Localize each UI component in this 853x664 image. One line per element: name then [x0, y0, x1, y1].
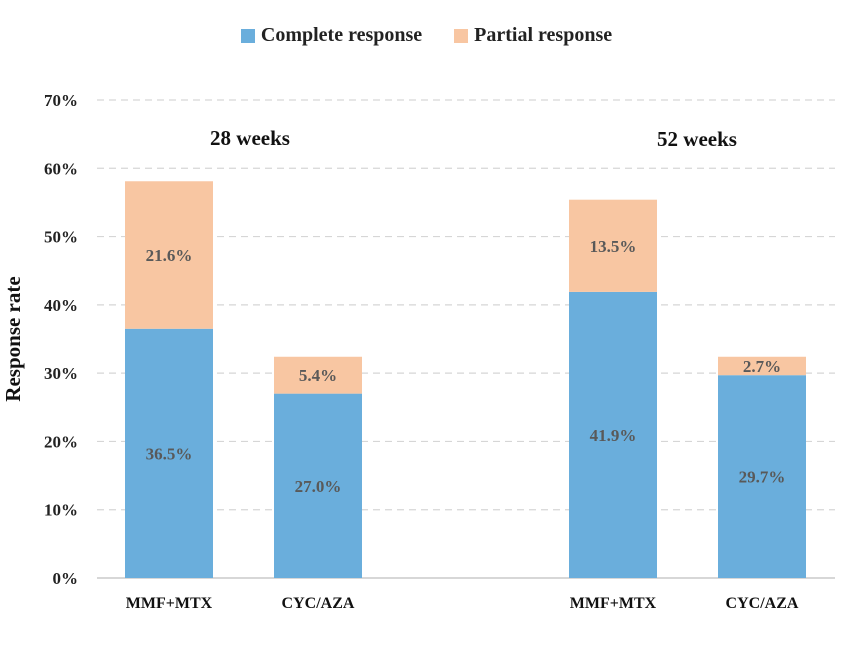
x-tick-label: CYC/AZA [726, 595, 799, 612]
data-label: 13.5% [590, 237, 637, 256]
legend-swatch-partial [454, 28, 469, 43]
bar-complete-response [718, 375, 806, 578]
y-tick-label: 50% [44, 228, 78, 247]
y-tick-label: 10% [44, 501, 78, 520]
y-tick-label: 20% [44, 432, 78, 451]
y-tick-label: 0% [53, 569, 79, 588]
data-label: 21.6% [146, 246, 193, 265]
group-label: 52 weeks [657, 127, 737, 151]
bar-complete-response [274, 393, 362, 578]
x-tick-label: MMF+MTX [126, 595, 213, 612]
bar-partial-response [274, 356, 362, 394]
data-label: 27.0% [295, 477, 342, 496]
y-tick-label: 30% [44, 364, 78, 383]
data-label: 41.9% [590, 426, 637, 445]
data-label: 29.7% [739, 468, 786, 487]
group-label: 28 weeks [210, 126, 290, 150]
y-tick-label: 40% [44, 296, 78, 315]
data-label: 5.4% [299, 366, 337, 385]
x-tick-label: MMF+MTX [570, 595, 657, 612]
bar-complete-response [125, 328, 213, 578]
legend-item-partial: Partial response [454, 24, 612, 47]
bar-complete-response [569, 291, 657, 578]
legend-label-partial: Partial response [474, 24, 613, 46]
chart-legend: Complete response Partial response [0, 24, 853, 47]
data-label: 2.7% [743, 357, 781, 376]
legend-swatch-complete [240, 28, 255, 43]
y-tick-label: 60% [44, 159, 78, 178]
bar-partial-response [569, 199, 657, 292]
x-tick-label: CYC/AZA [282, 595, 355, 612]
y-tick-label: 70% [44, 91, 78, 110]
legend-item-complete: Complete response [240, 24, 423, 47]
data-label: 36.5% [146, 444, 193, 463]
bar-partial-response [718, 356, 806, 376]
legend-label-complete: Complete response [260, 24, 423, 46]
bar-partial-response [125, 181, 213, 329]
y-axis-label: Response rate [1, 276, 25, 401]
